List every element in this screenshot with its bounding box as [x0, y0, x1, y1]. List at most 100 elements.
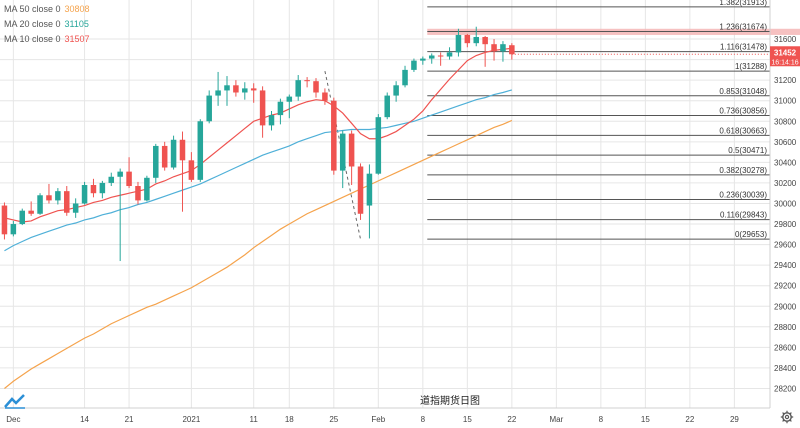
ma50-line — [4, 119, 513, 389]
candle — [197, 119, 204, 182]
candle — [135, 181, 141, 205]
x-tick-label: 18 — [285, 415, 294, 424]
candle-body — [339, 133, 346, 171]
candle — [233, 80, 239, 97]
y-tick-label: 28200 — [774, 384, 797, 393]
candle — [19, 208, 26, 226]
candle — [144, 175, 150, 202]
candle-body — [170, 139, 177, 168]
legend-ma20-value: 31105 — [64, 19, 89, 29]
y-tick-label: 31000 — [774, 97, 797, 106]
x-tick-label: 11 — [250, 415, 259, 424]
candle-body — [411, 60, 417, 70]
candle — [215, 71, 221, 106]
candle-body — [206, 95, 212, 122]
candle-body — [322, 92, 328, 101]
candle-body — [55, 191, 61, 201]
candle — [509, 43, 515, 60]
candle — [126, 157, 132, 189]
candle — [446, 47, 453, 60]
candle-body — [144, 177, 150, 201]
candle — [55, 188, 61, 205]
x-tick-label: 8 — [599, 415, 604, 424]
candle — [250, 83, 257, 103]
legend-ma10[interactable]: MA 10 close 0 31507 — [4, 32, 90, 47]
candle-body — [90, 184, 97, 194]
candle-body — [384, 95, 390, 118]
fib-levels: 0(29653) 0.116(29843) 0.236(30039) 0.382(30… — [427, 0, 770, 240]
y-tick-label: 29000 — [774, 302, 797, 311]
candle-body — [64, 191, 70, 213]
x-axis: Dec 14 21 2021 11 18 25 Feb 8 15 22 Mar 8 15 22 29 — [0, 407, 770, 424]
candle-body — [135, 186, 141, 201]
fib-label: 0.382(30278) — [719, 166, 767, 175]
candle — [482, 35, 488, 67]
y-tick-label: 29600 — [774, 241, 797, 250]
legend-ma50-value: 30808 — [64, 4, 90, 14]
candle-body — [331, 100, 337, 171]
candle — [10, 220, 17, 237]
fib-label: 0.5(30471) — [728, 146, 767, 155]
y-tick-label: 29400 — [774, 261, 797, 270]
candle — [268, 110, 275, 131]
candle — [99, 180, 106, 199]
y-tick-label: 30600 — [774, 138, 797, 147]
candles — [1, 26, 515, 262]
candle — [224, 76, 230, 106]
candle — [64, 186, 70, 216]
candle-body — [464, 34, 471, 44]
candle-body — [393, 85, 399, 96]
candle — [179, 131, 186, 212]
y-tick-label: 30000 — [774, 199, 797, 208]
candle — [357, 163, 364, 220]
candle-body — [108, 176, 115, 183]
candle-body — [37, 195, 43, 214]
gear-icon[interactable] — [780, 410, 794, 424]
candle — [170, 135, 177, 170]
legend-ma50[interactable]: MA 50 close 0 30808 — [4, 2, 90, 17]
candle — [375, 114, 382, 175]
x-tick-label: Feb — [371, 415, 385, 424]
x-tick-label: 22 — [507, 415, 516, 424]
fib-label: 0.116(29843) — [720, 211, 767, 220]
candle — [153, 143, 159, 183]
y-tick-label: 29800 — [774, 220, 797, 229]
candle — [437, 52, 444, 66]
legend-ma20[interactable]: MA 20 close 0 31105 — [4, 17, 90, 32]
candle-body — [482, 36, 488, 45]
candle-body — [473, 36, 480, 44]
ma20-line — [4, 89, 513, 252]
legend-ma10-label: MA 10 close 0 — [4, 34, 61, 44]
candle-body — [117, 171, 123, 177]
y-tick-label: 28400 — [774, 364, 797, 373]
candle-body — [188, 160, 195, 180]
candle-body — [72, 203, 79, 213]
candle-body — [375, 117, 382, 174]
legend-ma10-value: 31507 — [64, 34, 90, 44]
x-tick-label: Dec — [6, 415, 20, 424]
candle-body — [348, 133, 355, 167]
candle — [393, 81, 399, 102]
candle-body — [99, 182, 106, 194]
candle-body — [197, 121, 204, 180]
candle — [161, 141, 168, 171]
candle — [90, 178, 97, 198]
tradingview-logo-icon[interactable] — [4, 393, 26, 409]
candle — [206, 90, 212, 124]
candle — [491, 39, 497, 61]
candle — [348, 130, 355, 185]
candle — [81, 181, 88, 205]
candle-body — [446, 52, 453, 57]
ma10-line — [4, 47, 512, 223]
candle — [322, 88, 328, 105]
candle-body — [81, 184, 88, 204]
candle-body — [250, 88, 257, 91]
candle — [464, 33, 471, 48]
candle-body — [277, 101, 284, 116]
y-tick-label: 28800 — [774, 323, 797, 332]
countdown-label: 16:14:16 — [771, 59, 798, 66]
candle — [366, 164, 373, 239]
y-tick-label: 28600 — [774, 343, 797, 352]
